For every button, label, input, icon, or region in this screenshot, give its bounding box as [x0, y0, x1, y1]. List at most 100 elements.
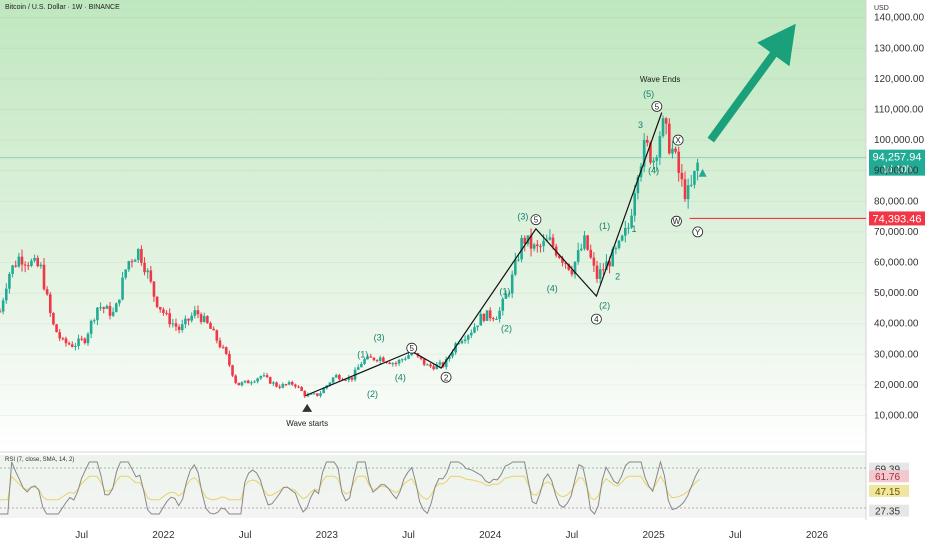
candle-body: [11, 265, 14, 274]
candle-body: [243, 380, 247, 383]
x-tick-label: Jul: [565, 530, 578, 541]
candle-body: [520, 237, 523, 260]
candle-body: [400, 359, 404, 361]
candle-body: [45, 289, 49, 295]
y-tick-label: 110,000.00: [874, 104, 924, 115]
candle-body: [419, 356, 423, 359]
candle-body: [0, 311, 2, 313]
candle-body: [184, 318, 187, 325]
candle-body: [686, 185, 690, 200]
candle-body: [517, 259, 520, 261]
candle-body: [228, 353, 231, 366]
wave-circle: [440, 371, 452, 383]
wave-label: (2): [599, 300, 610, 310]
candle-body: [212, 328, 215, 331]
current-arrow: [698, 168, 707, 177]
wave-circle-label: W: [671, 215, 682, 227]
candle-body: [268, 377, 272, 384]
wave-label: (2): [367, 389, 378, 399]
candle-body: [504, 294, 508, 299]
candle-body: [312, 393, 316, 395]
candle-body: [558, 255, 561, 258]
candle-body: [674, 148, 677, 152]
wave-circle-text: 5: [534, 216, 539, 225]
candle-body: [407, 355, 410, 359]
candle-body: [482, 313, 486, 321]
candle-body: [661, 118, 665, 137]
candle-body: [580, 248, 583, 251]
wave-circle: [651, 101, 663, 112]
candle-body: [127, 261, 131, 270]
candle-body: [642, 139, 646, 167]
candle-body: [457, 343, 461, 345]
candle-body: [306, 394, 310, 397]
candle-body: [14, 265, 18, 267]
candle-body: [479, 313, 483, 326]
candle-body: [74, 345, 77, 347]
candle-body: [77, 338, 80, 346]
candle-body: [36, 257, 40, 267]
rsi-tag-value: 69.39: [875, 465, 900, 476]
y-tick-label: 90,000.00: [874, 166, 919, 177]
candle-body: [55, 324, 58, 333]
wave-label: (3): [374, 333, 385, 343]
candle-body: [253, 381, 256, 383]
candle-body: [492, 318, 495, 320]
candle-body: [551, 237, 555, 247]
candle-body: [633, 193, 637, 216]
candle-body: [614, 248, 618, 250]
candle-body: [435, 364, 439, 370]
candle-body: [570, 269, 574, 275]
candle-body: [89, 320, 93, 334]
candle-body: [586, 235, 589, 250]
x-tick-label: Jul: [402, 530, 415, 541]
candle-body: [96, 307, 99, 321]
candle-body: [529, 235, 533, 249]
candle-body: [485, 310, 489, 321]
candle-body: [429, 364, 432, 367]
candle-body: [193, 310, 197, 316]
candle-body: [1, 300, 5, 312]
candle-body: [583, 235, 586, 249]
wave-label: (4): [395, 372, 406, 382]
candle-body: [322, 388, 325, 394]
candle-body: [48, 294, 52, 313]
candle-body: [382, 357, 385, 362]
x-tick-label: Jul: [239, 530, 252, 541]
candle-body: [344, 379, 347, 381]
candle-body: [316, 393, 319, 396]
y-tick-label: 130,000.00: [874, 43, 924, 54]
candle-body: [369, 356, 373, 358]
candle-body: [567, 263, 571, 270]
rsi-tag: [869, 484, 909, 497]
wave-circle-label: 4: [590, 313, 602, 325]
candle-body: [454, 343, 457, 353]
candle-body: [542, 240, 545, 247]
candle-body: [620, 235, 624, 241]
wave-circle: [406, 342, 418, 354]
candle-body: [426, 364, 429, 366]
candle-body: [146, 270, 149, 273]
wave-label: (1): [357, 349, 368, 359]
candle-body: [290, 382, 294, 385]
wave-label: (3): [517, 212, 528, 222]
candle-body: [102, 307, 105, 309]
candle-body: [158, 307, 162, 310]
candle-body: [64, 338, 68, 344]
support-price-value: 74,393.46: [873, 213, 922, 225]
candle-body: [404, 358, 407, 360]
wave-label: (5): [643, 89, 654, 99]
candle-body: [250, 382, 253, 384]
candle-body: [617, 240, 621, 249]
candle-body: [438, 362, 442, 365]
y-tick-label: 70,000.00: [874, 227, 919, 238]
candle-body: [165, 312, 168, 314]
rsi-label: RSI (7, close, SMA, 14, 2): [5, 457, 75, 463]
candle-body: [231, 365, 234, 376]
candle-body: [470, 332, 473, 336]
candle-body: [473, 327, 476, 333]
candle-body: [124, 269, 127, 278]
candle-body: [476, 325, 479, 328]
wave-label: (4): [648, 166, 659, 176]
